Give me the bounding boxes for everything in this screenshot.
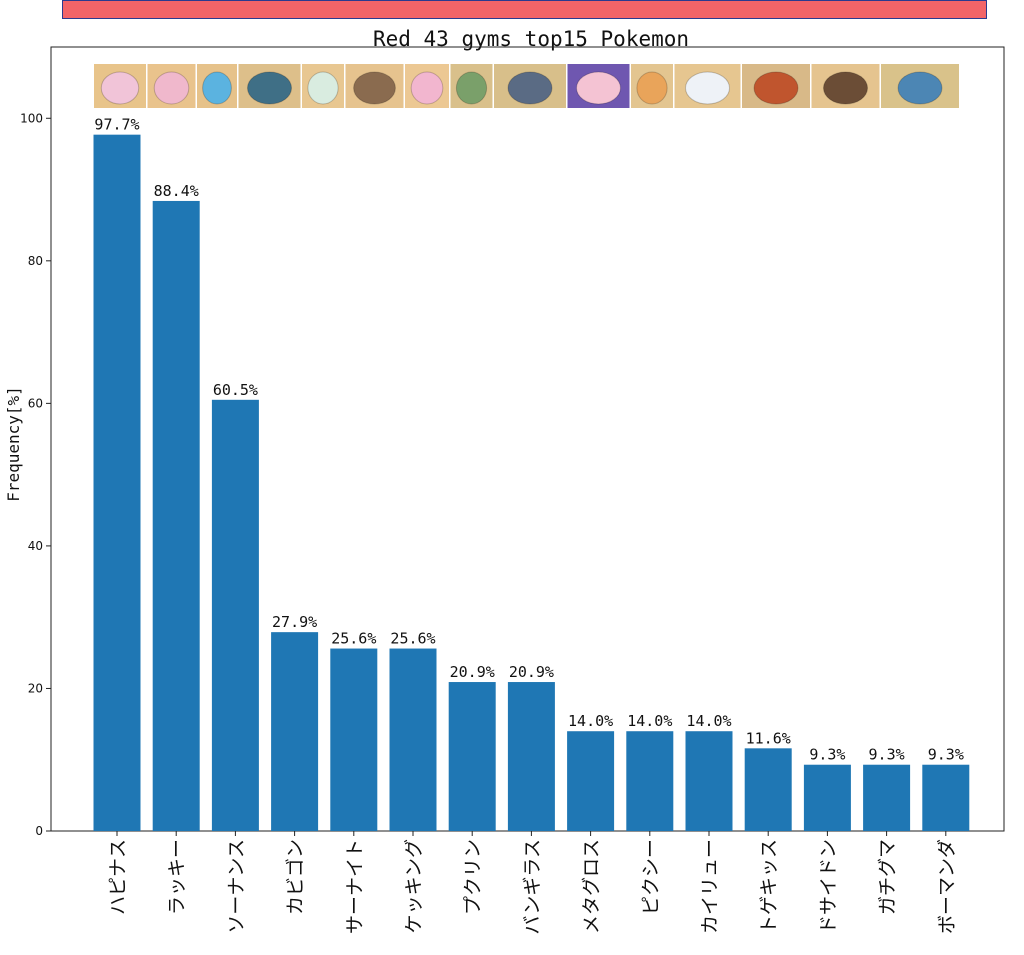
bar [152,200,200,831]
bar [744,748,792,831]
bar [685,731,733,831]
x-tick-label: ドサイドン [817,839,839,934]
bar [271,632,319,831]
bar [330,648,378,831]
bar-value-label: 20.9% [450,663,495,681]
bar-value-label: 14.0% [568,712,613,730]
gardevoir-image [302,64,344,108]
wigglytuff-image [405,64,449,108]
y-tick-label: 40 [28,539,43,553]
bar-value-label: 88.4% [154,182,199,200]
bar-value-label: 25.6% [390,630,435,648]
x-tick-label: ボーマンダ [936,839,958,934]
tyranitar-image [450,64,493,108]
bar [922,764,970,831]
x-axis-tick-labels: ハピナス ラッキー ソーナンス カビゴン サーナイト ケッキング プクリン バンギラス メタグロ… [107,831,958,935]
x-tick-label: ピクシー [640,839,662,915]
wobbuffet-image [197,64,237,108]
rhyperior-image [742,64,810,108]
x-tick-label: カイリュー [699,839,721,934]
bar [211,399,259,831]
slaking-image [345,64,404,108]
x-tick-label: プクリン [462,839,484,915]
bar [507,682,555,831]
x-tick-label: バンギラス [521,839,543,935]
y-tick-label: 60 [28,396,43,410]
bar-value-label: 60.5% [213,381,258,399]
bars [93,134,970,831]
bar-value-label: 25.6% [331,630,376,648]
pokemon-images [94,64,959,108]
bar-value-label: 11.6% [746,729,791,747]
bar [93,134,141,831]
y-tick-label: 100 [20,111,43,125]
clefable-image [567,64,630,108]
x-tick-label: カビゴン [285,839,307,915]
bar-value-label: 14.0% [627,712,672,730]
y-axis-ticks: 0 20 40 60 80 100 [20,111,51,838]
snorlax-image [238,64,301,108]
bar-value-label: 14.0% [686,712,731,730]
top-banner-bar [62,0,987,19]
blissey-image [94,64,146,108]
bar-value-label: 97.7% [94,116,139,134]
data-labels: 97.7% 88.4% 60.5% 27.9% 25.6% 25.6% 20.9% 20.9%… [94,116,963,764]
y-tick-label: 80 [28,254,43,268]
bar-value-label: 9.3% [809,746,845,764]
x-tick-label: ラッキー [166,839,188,915]
bar-value-label: 9.3% [928,746,964,764]
x-tick-label: ソーナンス [225,839,247,934]
bar [803,764,851,831]
x-tick-label: サーナイト [344,839,366,934]
x-tick-label: メタグロス [581,839,603,934]
bar-value-label: 27.9% [272,613,317,631]
bar [863,764,911,831]
x-tick-label: ケッキング [403,839,425,933]
chansey-image [147,64,196,108]
x-tick-label: ハピナス [107,839,129,915]
bar [389,648,437,831]
y-tick-label: 0 [35,824,43,838]
bar [567,731,615,831]
metagross-image [494,64,566,108]
x-tick-label: ガチグマ [877,839,899,915]
bar [448,682,496,831]
ursaluna-image [811,64,880,108]
togekiss-image [674,64,741,108]
dragonite-image [631,64,673,108]
bar [626,731,674,831]
y-axis-label: Frequency[%] [4,386,23,502]
y-tick-label: 20 [28,681,43,695]
bar-value-label: 20.9% [509,663,554,681]
bar-value-label: 9.3% [869,746,905,764]
salamence-image [881,64,959,108]
x-tick-label: トゲキッス [758,839,780,934]
